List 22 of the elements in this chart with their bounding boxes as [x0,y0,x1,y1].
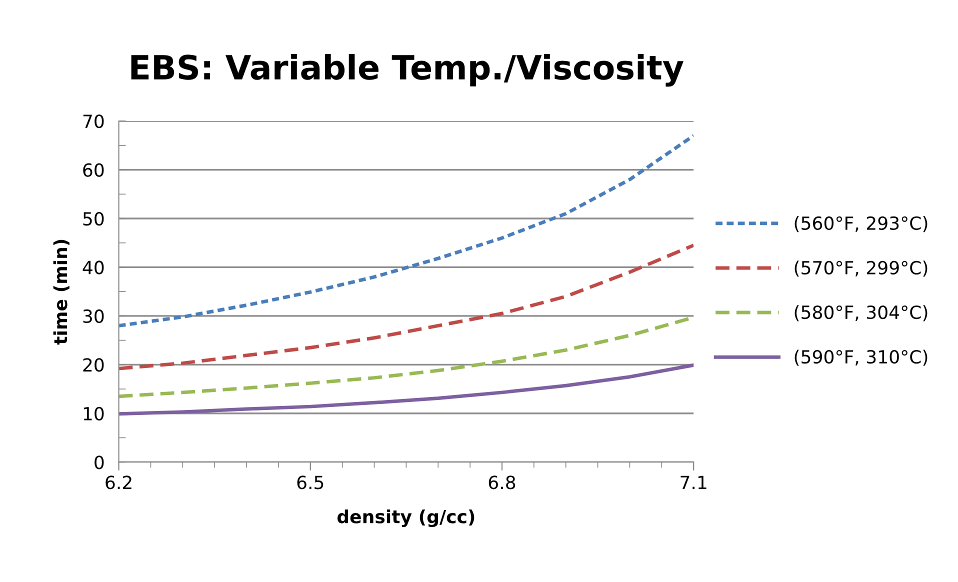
y-tick-label: 10 [84,406,104,421]
legend-label: (580°F, 304°C) [794,305,928,322]
y-tick-label: 0 [94,456,104,470]
legend-label: (570°F, 299°C) [794,260,928,277]
y-tick-label: 30 [83,309,104,324]
x-tick-label: 6.8 [488,476,516,490]
legend-label: (590°F, 310°C) [794,350,928,366]
line-series [118,244,694,370]
y-axis-title: time (min) [53,240,70,345]
x-tick-label: 7.1 [680,476,706,490]
legend-label: (560°F, 293°C) [794,216,928,232]
y-tick-label: 40 [82,260,104,274]
x-axis-title: density (g/cc) [337,509,474,528]
x-tick-label: 6.5 [297,476,324,490]
chart-title: EBS: Variable Temp./Viscosity [131,54,684,87]
x-tick-label: 6.2 [106,476,132,490]
line-series [118,363,694,416]
y-tick-label: 60 [83,163,104,177]
y-tick-label: 50 [83,212,104,226]
y-tick-label: 20 [83,358,104,372]
line-series [118,134,694,328]
y-tick-label: 70 [83,114,104,128]
